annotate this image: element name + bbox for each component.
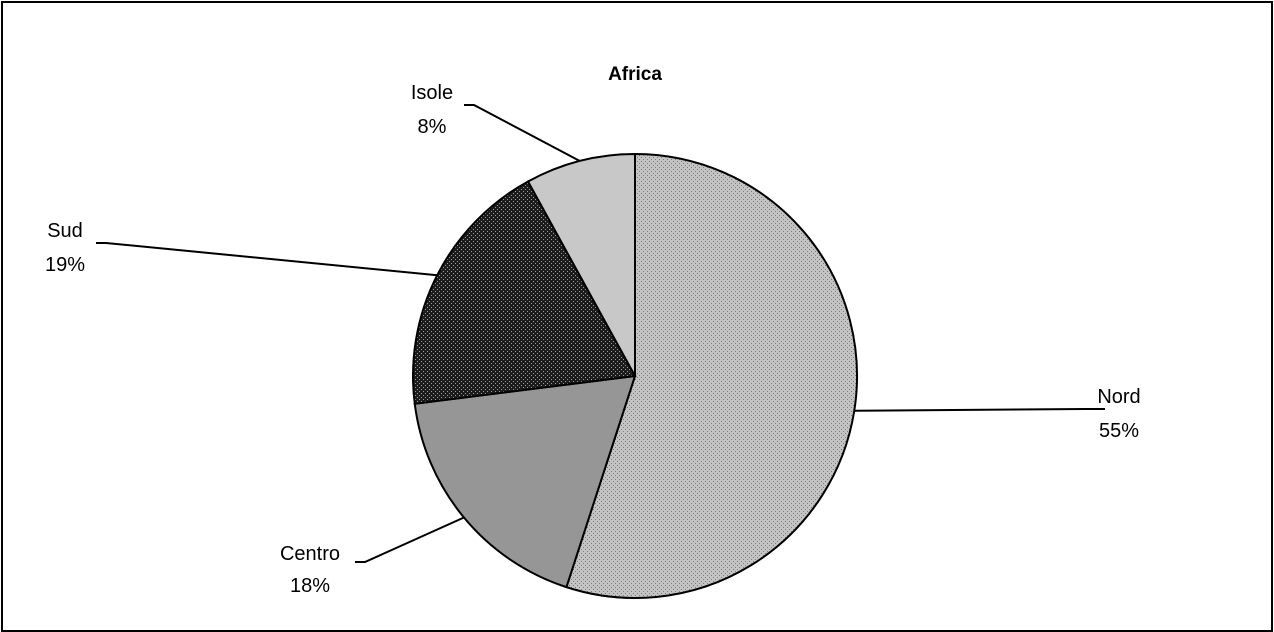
slice-percent-centro: 18% [290, 575, 330, 597]
pie-slice-sud [412, 180, 637, 405]
slice-percent-sud: 19% [45, 254, 85, 276]
pie-labels: Nord 55% Centro 18% Sud 19% Isole 8% [45, 82, 1141, 597]
pie-slices [412, 152, 859, 599]
slice-label-nord: Nord [1097, 386, 1140, 408]
slice-percent-isole: 8% [418, 116, 447, 138]
slice-percent-nord: 55% [1099, 420, 1139, 442]
slice-label-sud: Sud [47, 220, 83, 242]
pie-slice-centro [413, 374, 637, 589]
leader-line-centro [355, 516, 465, 563]
leader-line-sud [96, 242, 438, 277]
slice-label-isole: Isole [411, 82, 453, 104]
slice-label-centro: Centro [280, 543, 340, 565]
leader-line-nord [854, 408, 1105, 412]
pie-chart: Africa Nord 55% Centro 18% Sud 19% Isole 8% [45, 64, 1141, 599]
chart-title: Africa [608, 64, 662, 85]
pie-slice-isole [526, 152, 636, 377]
leader-line-isole [464, 104, 581, 162]
